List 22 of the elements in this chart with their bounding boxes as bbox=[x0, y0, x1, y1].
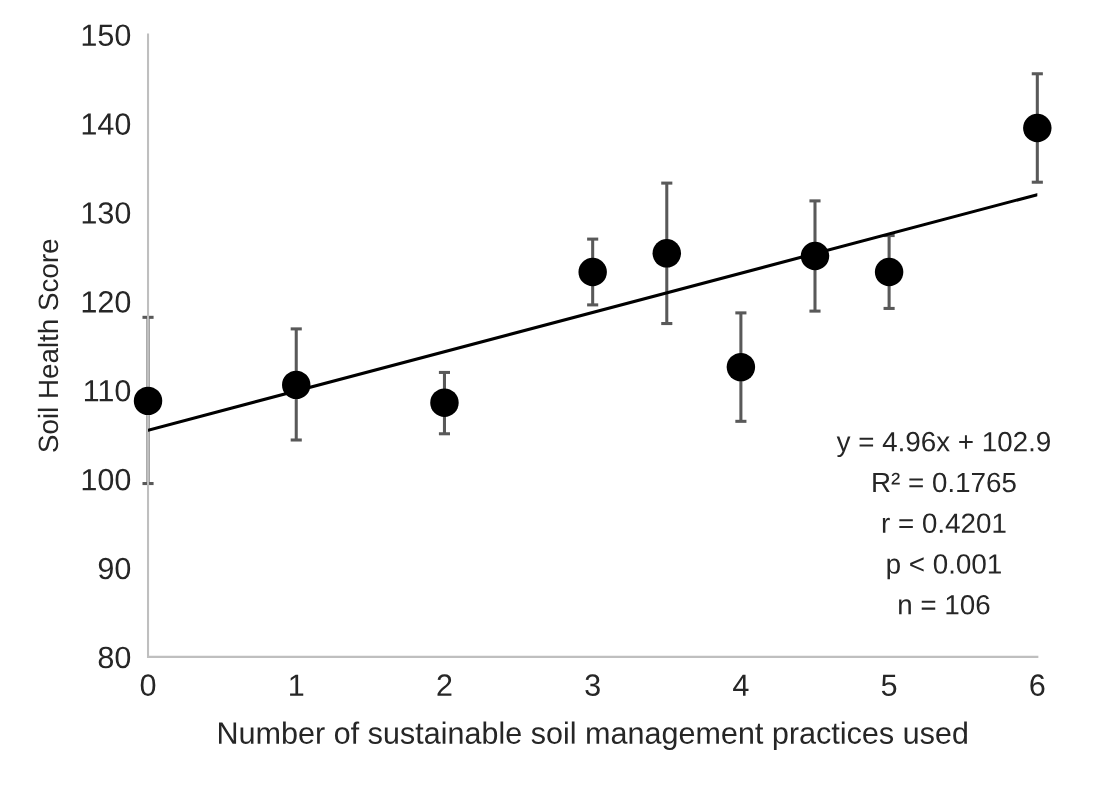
annotation: y = 4.96x + 102.9 bbox=[836, 431, 1050, 458]
x-tick-label: 3 bbox=[585, 674, 600, 696]
y-tick-label: 130 bbox=[82, 202, 131, 224]
y-tick-label: 100 bbox=[82, 468, 131, 491]
y-axis-title: Soil Health Score bbox=[37, 239, 59, 452]
x-tick-label: 4 bbox=[733, 674, 749, 696]
annotation: R² = 0.1765 bbox=[873, 472, 1016, 493]
y-tick-label: 150 bbox=[82, 24, 131, 47]
x-tick-label: 1 bbox=[290, 674, 304, 696]
annotation: p < 0.001 bbox=[887, 554, 1001, 580]
y-tick-label: 140 bbox=[82, 113, 131, 135]
y-tick-label: 90 bbox=[98, 557, 131, 580]
x-axis-title: Number of sustainable soil management practices used bbox=[219, 721, 967, 750]
x-tick-label: 6 bbox=[1030, 674, 1045, 696]
x-tick-label: 5 bbox=[881, 674, 897, 696]
annotation: n = 106 bbox=[899, 594, 990, 615]
annotation: r = 0.4201 bbox=[882, 513, 1006, 534]
x-tick-label: 2 bbox=[437, 674, 452, 696]
y-tick-label: 80 bbox=[98, 646, 131, 669]
y-tick-label: 110 bbox=[84, 379, 131, 402]
x-tick-label: 0 bbox=[140, 674, 156, 696]
y-tick-label: 120 bbox=[82, 291, 131, 313]
